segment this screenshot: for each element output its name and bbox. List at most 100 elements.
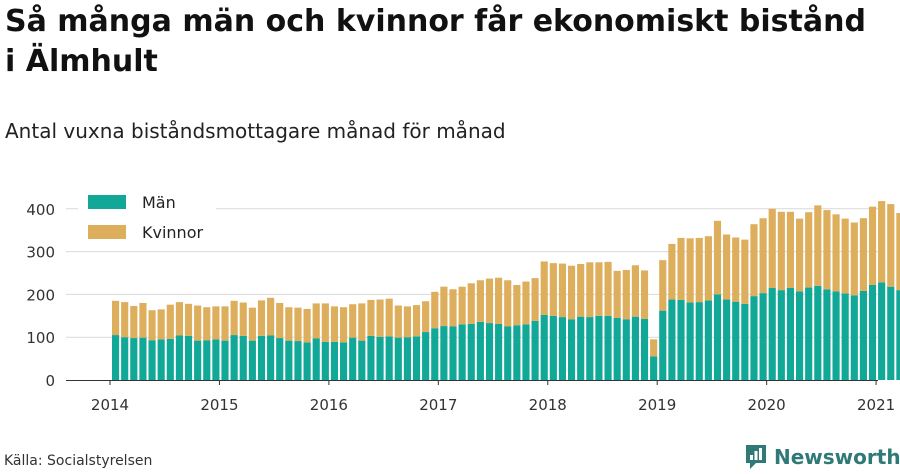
bar-men <box>157 339 165 380</box>
bar-men <box>513 325 521 380</box>
bar-men <box>203 340 211 380</box>
legend-item-men: Män <box>88 190 176 214</box>
bar-women <box>814 205 822 286</box>
bar-men <box>349 337 357 380</box>
bar-men <box>586 317 594 380</box>
bar-women <box>540 261 548 315</box>
bar-men <box>841 293 849 380</box>
bar-men <box>212 339 220 380</box>
bar-men <box>832 291 840 380</box>
bar-women <box>340 307 348 343</box>
bar-men <box>312 338 320 380</box>
bar-women <box>850 222 858 296</box>
bar-men <box>184 335 193 380</box>
bar-women <box>139 302 147 338</box>
bar-women <box>686 238 694 303</box>
bar-men <box>449 326 457 380</box>
bar-men <box>431 328 439 380</box>
bar-men <box>878 282 886 380</box>
bar-women <box>631 265 639 317</box>
bar-women <box>558 263 567 318</box>
bar-women <box>431 291 439 329</box>
bar-men <box>622 319 630 380</box>
bar-men <box>723 299 731 380</box>
bar-men <box>677 299 685 380</box>
bar-women <box>412 305 421 337</box>
bar-men <box>340 342 348 380</box>
bar-women <box>695 237 703 303</box>
bar-women <box>166 304 174 339</box>
bar-women <box>495 277 503 324</box>
bar-women <box>349 304 357 338</box>
bar-men <box>650 356 658 380</box>
bar-men <box>458 324 466 380</box>
bar-men <box>495 323 503 380</box>
bar-women <box>796 218 804 292</box>
bar-women <box>276 302 284 339</box>
bar-women <box>859 218 867 291</box>
bar-women <box>394 305 402 338</box>
bar-women <box>203 307 211 341</box>
x-tick-label-2017: 2017 <box>419 396 457 414</box>
bar-men <box>868 284 877 380</box>
bar-women <box>750 224 758 297</box>
stacked-bar-chart: 0 100 200 300 400 2014 2015 2016 2017 2018 2019 202… <box>26 201 900 414</box>
bar-men <box>467 323 475 380</box>
bar-women <box>832 214 840 292</box>
chart-title: Så många män och kvinnor får ekonomiskt … <box>5 4 866 79</box>
bar-women <box>650 339 658 357</box>
bar-men <box>175 335 183 380</box>
bar-women <box>303 308 311 343</box>
bar-women <box>604 261 612 316</box>
bar-men <box>741 303 749 380</box>
bar-women <box>485 278 494 324</box>
bar-women <box>294 307 302 342</box>
bar-men <box>130 338 138 380</box>
bar-men <box>750 296 758 380</box>
bar-men <box>577 316 585 380</box>
bar-men <box>267 335 275 380</box>
bar-women <box>239 302 247 336</box>
x-tick-label-2015: 2015 <box>200 396 238 414</box>
legend-label-men: Män <box>142 192 176 212</box>
bar-women <box>823 210 831 290</box>
bar-men <box>148 340 156 380</box>
bar-men <box>139 337 147 380</box>
bar-men <box>668 299 676 380</box>
bar-men <box>823 289 831 380</box>
bar-women <box>367 299 375 336</box>
bar-men <box>504 326 512 380</box>
bar-women <box>458 286 466 325</box>
x-tick-label-2019: 2019 <box>638 396 676 414</box>
bar-men <box>403 337 411 380</box>
source-note: Källa: Socialstyrelsen <box>4 453 153 469</box>
bar-men <box>294 341 302 380</box>
bar-women <box>759 218 767 294</box>
bar-women <box>640 270 649 319</box>
bar-men <box>859 290 867 380</box>
bar-men <box>476 321 484 380</box>
y-tick-label-0: 0 <box>45 372 55 390</box>
bar-women <box>713 220 722 295</box>
bar-men <box>221 340 229 380</box>
bar-men <box>887 286 895 380</box>
chart-subtitle: Antal vuxna biståndsmottagare månad för … <box>5 119 506 143</box>
brand[interactable]: Newsworthy <box>744 440 900 474</box>
legend: Män Kvinnor <box>78 188 216 250</box>
bar-women <box>285 307 293 341</box>
bar-women <box>522 281 530 325</box>
bar-men <box>285 340 293 380</box>
bar-women <box>732 237 740 302</box>
bar-men <box>604 315 612 380</box>
bar-women <box>385 298 393 337</box>
legend-swatch-women <box>88 225 126 239</box>
bar-men <box>230 335 238 380</box>
bar-women <box>868 206 877 285</box>
bar-men <box>540 314 548 380</box>
y-tick-label-100: 100 <box>26 329 55 347</box>
x-tick-label-2016: 2016 <box>310 396 348 414</box>
newsworthy-logo-icon <box>746 445 766 469</box>
bar-men <box>385 336 393 380</box>
bar-men <box>248 340 256 380</box>
bar-women <box>704 236 712 301</box>
